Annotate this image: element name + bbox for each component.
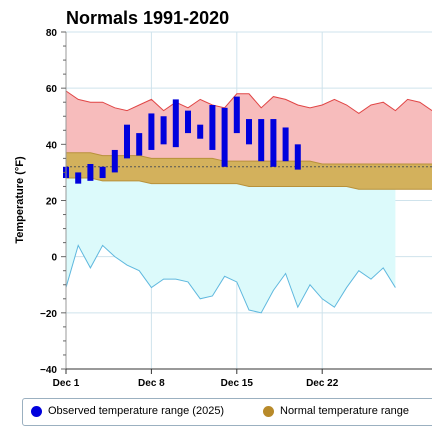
observed-bar (75, 172, 82, 184)
legend-normal-label: Normal temperature range (280, 405, 410, 417)
observed-bar (282, 127, 289, 162)
chart-title: Normals 1991-2020 (66, 8, 229, 28)
observed-bar (209, 105, 216, 150)
x-tick-label: Dec 15 (221, 378, 254, 389)
x-tick-label: Dec 22 (306, 378, 339, 389)
x-tick-label: Dec 1 (53, 378, 80, 389)
observed-bar (136, 133, 143, 156)
observed-bar (172, 99, 179, 148)
record-low-line (65, 244, 396, 314)
legend-item-observed[interactable]: Observed temperature range (2025) (31, 405, 224, 417)
plot-area: −40 −20 0 20 40 60 80 Dec 1 Dec 8 Dec 15 Dec 22 (40, 28, 432, 389)
x-tick-label: Dec 8 (138, 378, 165, 389)
y-tick-label: 80 (46, 28, 58, 39)
normal-low-line (66, 177, 432, 190)
y-tick-label: 60 (46, 84, 58, 95)
observed-bar (294, 144, 301, 170)
observed-bar (148, 113, 155, 150)
observed-bar (270, 119, 277, 167)
observed-bar (124, 124, 130, 159)
observed-bar (197, 124, 204, 139)
normal-band (66, 152, 432, 190)
record-low-band (66, 178, 396, 313)
y-tick-label: −40 (40, 365, 57, 376)
temperature-chart: Normals 1991-2020 −40 −20 0 20 40 60 80 Dec 1 De… (14, 8, 432, 389)
observed-bar (160, 116, 167, 145)
observed-bar (258, 119, 265, 162)
observed-bar (246, 119, 252, 145)
observed-bar (87, 163, 94, 181)
record-high-line (65, 90, 432, 115)
observed-bar (185, 110, 191, 134)
observed-bar (233, 96, 240, 134)
y-tick-label: 20 (46, 197, 58, 208)
legend-observed-swatch (31, 405, 42, 417)
y-tick-label: 0 (51, 253, 57, 264)
y-tick-label: 40 (46, 140, 58, 151)
chart-legend: Observed temperature range (2025) Normal… (22, 398, 432, 426)
observed-bar (99, 166, 106, 179)
legend-normal-swatch (263, 405, 274, 417)
legend-observed-label: Observed temperature range (2025) (48, 405, 225, 417)
y-axis-title: Temperature (°F) (14, 156, 26, 244)
legend-item-normal[interactable]: Normal temperature range (263, 405, 409, 417)
observed-bar (221, 107, 228, 167)
observed-bar (111, 149, 118, 173)
y-tick-label: −20 (40, 309, 57, 320)
